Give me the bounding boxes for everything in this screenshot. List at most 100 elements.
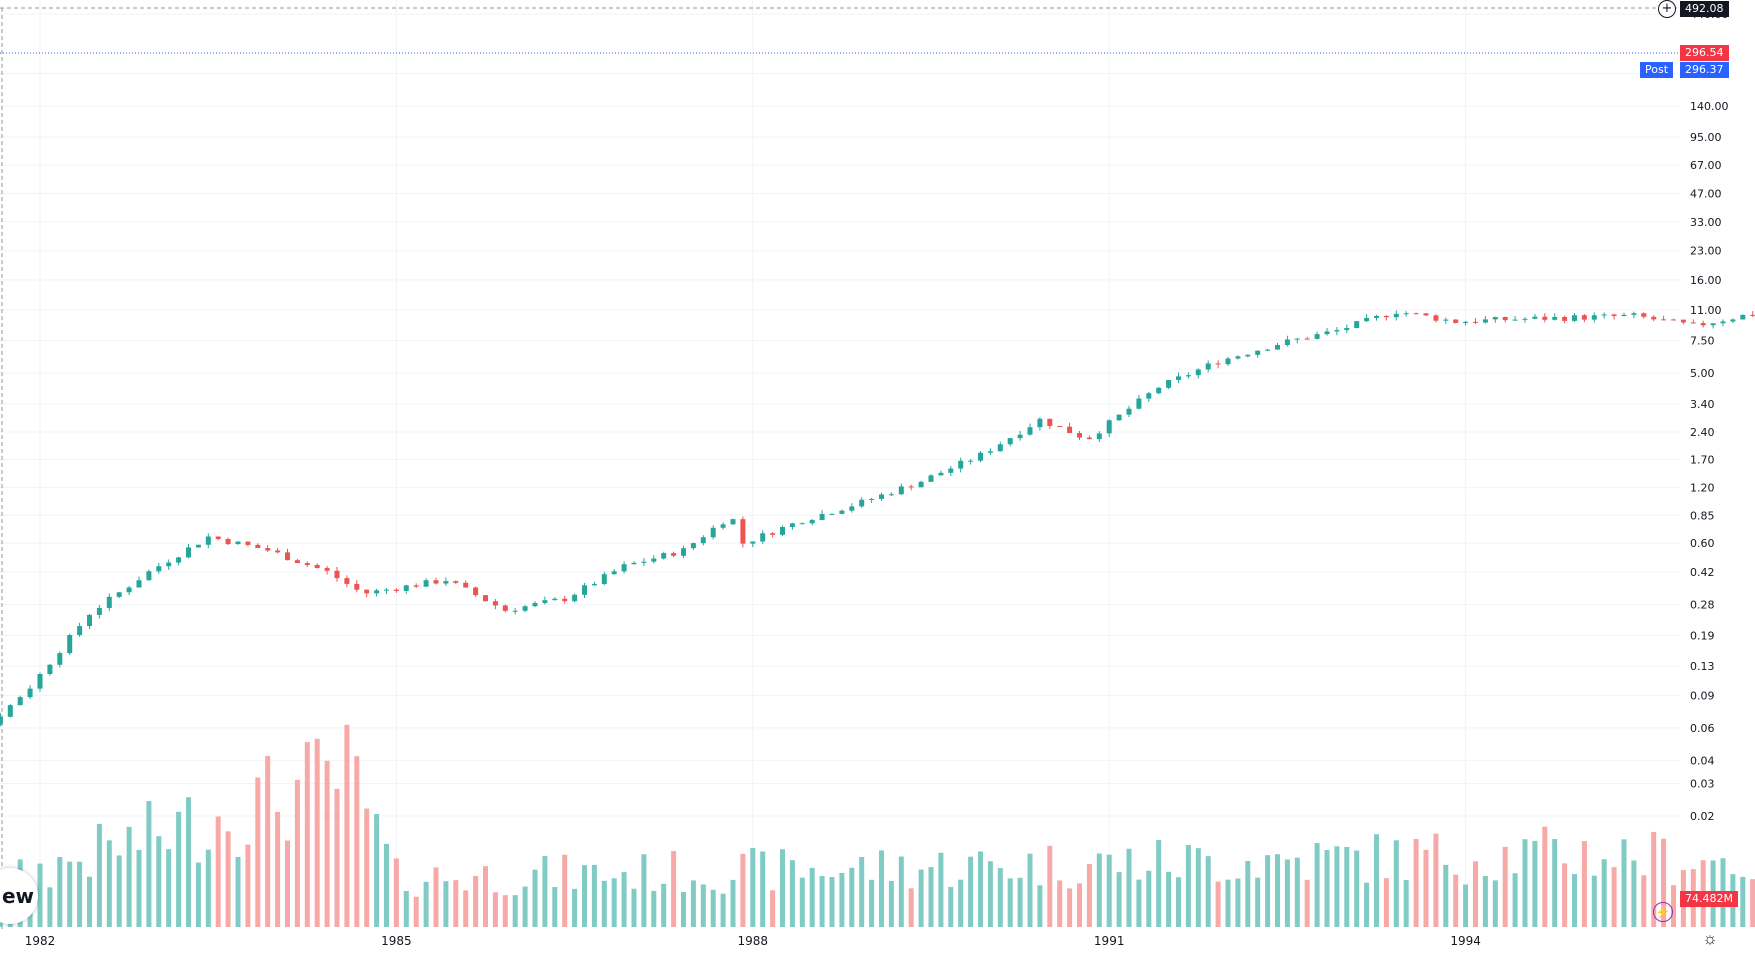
candle-up bbox=[1572, 315, 1577, 321]
logo-text: ew bbox=[1, 884, 34, 908]
volume-bar bbox=[245, 844, 251, 927]
candle-up bbox=[1621, 314, 1627, 317]
candle-down bbox=[1700, 323, 1706, 326]
candle-up bbox=[87, 614, 92, 627]
y-tick-label: 47.00 bbox=[1690, 187, 1722, 200]
add-alert-button[interactable]: + bbox=[1658, 0, 1676, 18]
candle-up bbox=[651, 558, 657, 562]
candle-up bbox=[1027, 427, 1033, 435]
volume-bar bbox=[1552, 839, 1558, 927]
volume-bar bbox=[1443, 864, 1449, 927]
candle-down bbox=[1413, 313, 1419, 315]
volume-bar bbox=[384, 843, 389, 927]
volume-bar bbox=[1156, 840, 1162, 927]
volume-bar bbox=[1136, 879, 1142, 927]
candle-up bbox=[1591, 315, 1597, 320]
candle-down bbox=[1750, 314, 1755, 316]
candle-up bbox=[938, 472, 944, 476]
post-market-label: Post bbox=[1640, 62, 1674, 78]
volume-bar bbox=[898, 856, 904, 927]
post-market-price-tag: 296.37 bbox=[1680, 62, 1729, 78]
volume-bar bbox=[126, 826, 132, 927]
volume-bar bbox=[453, 880, 459, 927]
volume-bar bbox=[997, 868, 1003, 927]
candle-up bbox=[47, 664, 53, 675]
volume-bar bbox=[948, 886, 954, 927]
candle-up bbox=[1255, 350, 1261, 355]
volume-bar bbox=[1235, 878, 1241, 927]
volume-bar bbox=[265, 755, 271, 927]
volume-bar bbox=[1225, 879, 1231, 927]
volume-bar bbox=[374, 814, 380, 927]
candle-up bbox=[156, 566, 162, 572]
candle-up bbox=[997, 444, 1003, 452]
candle-down bbox=[433, 580, 439, 584]
volume-bar bbox=[1463, 884, 1469, 927]
volume-bar bbox=[918, 869, 924, 927]
volume-bar bbox=[1661, 838, 1667, 927]
volume-bar bbox=[275, 811, 281, 927]
volume-bar bbox=[1393, 840, 1399, 927]
volume-bar bbox=[661, 883, 667, 927]
volume-bar bbox=[1512, 873, 1518, 927]
candles bbox=[0, 310, 1755, 727]
candle-down bbox=[1562, 316, 1568, 321]
candle-up bbox=[572, 594, 578, 602]
candle-up bbox=[1463, 321, 1469, 323]
volume-bar bbox=[987, 861, 993, 927]
candle-down bbox=[1057, 426, 1063, 428]
candle-up bbox=[928, 475, 934, 482]
volume-bar bbox=[195, 862, 201, 927]
bolt-icon[interactable]: ⚡ bbox=[1653, 902, 1673, 922]
volume-bar bbox=[463, 890, 469, 927]
volume-bar bbox=[1037, 885, 1043, 927]
candle-up bbox=[1245, 354, 1251, 357]
candle-up bbox=[987, 451, 993, 453]
y-tick-label: 1.70 bbox=[1690, 454, 1715, 467]
volume-bar bbox=[1502, 846, 1508, 927]
candle-up bbox=[552, 598, 558, 601]
volume-bar bbox=[116, 855, 122, 927]
candle-up bbox=[591, 583, 597, 586]
volume-bar bbox=[968, 856, 974, 927]
volume-bar bbox=[958, 879, 964, 927]
settings-gear-icon[interactable]: ☼ bbox=[1702, 929, 1718, 948]
volume-bar bbox=[1572, 874, 1577, 927]
candle-down bbox=[285, 552, 290, 561]
volume-bar bbox=[1423, 849, 1429, 927]
x-tick-label: 1982 bbox=[25, 934, 56, 948]
candle-up bbox=[1601, 314, 1607, 316]
volume-bar bbox=[730, 879, 736, 927]
y-tick-label: 0.09 bbox=[1690, 689, 1715, 702]
volume-bar bbox=[532, 869, 538, 927]
volume-bar bbox=[562, 854, 568, 927]
y-tick-label: 67.00 bbox=[1690, 159, 1722, 172]
volume-bar bbox=[37, 863, 43, 927]
candle-down bbox=[770, 533, 776, 535]
candle-down bbox=[304, 563, 310, 565]
candle-down bbox=[463, 582, 469, 588]
candle-down bbox=[1690, 322, 1696, 324]
candle-up bbox=[1017, 434, 1023, 439]
volume-bar bbox=[1621, 839, 1627, 927]
volume-bar bbox=[1562, 863, 1568, 927]
candle-up bbox=[1007, 438, 1013, 445]
volume-bar bbox=[87, 876, 92, 927]
candle-up bbox=[17, 697, 23, 706]
volume-bar bbox=[413, 896, 419, 927]
candle-up bbox=[799, 523, 805, 525]
candle-up bbox=[1443, 319, 1449, 321]
candle-up bbox=[1374, 315, 1379, 318]
candle-up bbox=[1552, 316, 1558, 320]
volume-bar bbox=[789, 860, 795, 927]
candle-up bbox=[1710, 323, 1716, 326]
candle-down bbox=[908, 486, 914, 488]
candle-down bbox=[1304, 338, 1310, 340]
volume-bar bbox=[67, 861, 73, 927]
candle-up bbox=[898, 486, 904, 495]
volume-bar bbox=[1205, 856, 1211, 927]
candle-down bbox=[215, 536, 221, 540]
candle-up bbox=[750, 541, 756, 544]
